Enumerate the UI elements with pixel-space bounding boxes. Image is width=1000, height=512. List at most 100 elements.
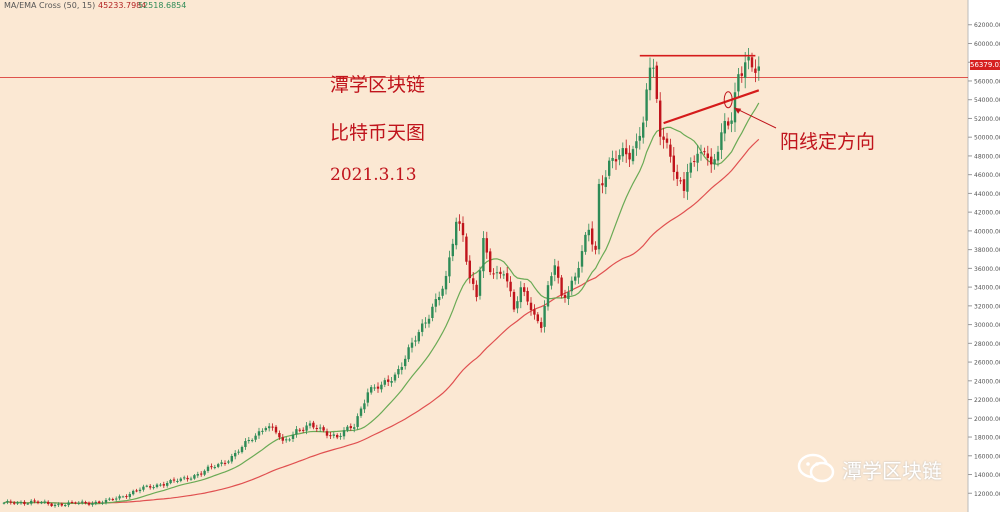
candle-body	[135, 490, 138, 492]
candle-body	[142, 486, 145, 490]
candle-body	[359, 408, 363, 416]
candle-body	[424, 322, 427, 324]
candle-body	[237, 451, 240, 453]
candle-body	[455, 221, 458, 246]
candle-body	[373, 387, 376, 389]
candle-body	[353, 427, 356, 429]
candle-body	[64, 504, 67, 506]
candle-body	[397, 369, 400, 375]
candle-body	[118, 496, 121, 499]
candle-body	[427, 318, 431, 324]
candle-body	[302, 429, 305, 431]
candle-body	[30, 500, 33, 504]
candle-body	[499, 271, 502, 274]
candle-body	[183, 477, 186, 479]
y-tick-label: 16000.00	[974, 453, 1000, 460]
trendline[interactable]	[663, 89, 760, 125]
candle-body	[308, 423, 312, 426]
candle-body	[727, 121, 730, 126]
candle-body	[111, 499, 114, 501]
candle-body	[754, 68, 757, 73]
candle-body	[295, 429, 298, 435]
candle-body	[611, 157, 614, 161]
y-tick-label: 34000.00	[974, 285, 1000, 292]
candle-body	[438, 297, 441, 301]
candle-body	[696, 153, 699, 163]
candle-body	[380, 384, 383, 390]
candle-body	[601, 183, 604, 186]
candle-body	[509, 281, 512, 292]
candle-body	[723, 120, 726, 134]
candle-body	[618, 155, 621, 160]
candle-body	[315, 428, 318, 430]
candle-body	[189, 478, 193, 480]
price-axis	[968, 0, 1000, 512]
candle-body	[346, 426, 349, 431]
y-tick-label: 24000.00	[974, 378, 1000, 385]
y-tick-label: 26000.00	[974, 360, 1000, 367]
candle-body	[543, 305, 546, 327]
candle-body	[91, 503, 94, 505]
candle-body	[434, 299, 437, 307]
candle-body	[431, 306, 434, 318]
candle-body	[169, 479, 172, 484]
candle-body	[679, 180, 682, 182]
candle-body	[50, 503, 53, 507]
callout-arrow-line	[733, 107, 777, 129]
candle-body	[203, 470, 206, 475]
candle-body	[621, 148, 624, 157]
candle-body	[336, 434, 339, 438]
candle-body	[98, 501, 101, 503]
candle-body	[492, 273, 495, 275]
y-tick-label: 22000.00	[974, 397, 1000, 404]
candle-body	[560, 277, 563, 296]
candle-body	[533, 309, 536, 315]
candle-body	[750, 57, 754, 68]
annotation-title: 潭学区块链	[330, 74, 426, 96]
candle-body	[278, 432, 281, 438]
candle-body	[512, 291, 516, 310]
candle-body	[550, 276, 553, 286]
candle-body	[478, 270, 482, 296]
candle-body	[115, 498, 118, 500]
candle-body	[676, 171, 679, 179]
candle-body	[706, 153, 709, 159]
candle-body	[77, 502, 80, 504]
candle-body	[740, 73, 743, 76]
candle-body	[57, 504, 60, 506]
candle-body	[274, 426, 278, 433]
candle-body	[686, 171, 689, 192]
candle-body	[502, 274, 505, 276]
callout-circle	[723, 91, 733, 109]
candle-body	[523, 287, 526, 292]
candle-body	[737, 74, 740, 92]
y-tick-label: 50000.00	[974, 135, 1000, 142]
candle-body	[747, 56, 750, 61]
candle-body	[121, 496, 125, 498]
candle-body	[390, 381, 393, 383]
candle-body	[43, 501, 46, 503]
candle-body	[662, 136, 665, 140]
candle-body	[414, 340, 417, 342]
candle-body	[234, 453, 237, 457]
candle-body	[635, 141, 638, 149]
candle-body	[604, 177, 607, 187]
candle-body	[244, 441, 247, 447]
y-tick-label: 62000.00	[974, 22, 1000, 29]
candle-body	[70, 502, 74, 504]
candle-body	[145, 485, 148, 487]
candle-body	[213, 467, 216, 469]
candle-body	[387, 379, 390, 382]
candle-body	[489, 251, 492, 273]
candle-body	[597, 183, 601, 250]
candle-body	[655, 65, 658, 99]
candle-body	[220, 462, 223, 464]
candle-body	[536, 314, 539, 322]
candle-body	[506, 273, 509, 282]
candle-body	[448, 257, 451, 277]
y-tick-label: 40000.00	[974, 228, 1000, 235]
candle-body	[200, 473, 203, 475]
y-tick-label: 52000.00	[974, 116, 1000, 123]
